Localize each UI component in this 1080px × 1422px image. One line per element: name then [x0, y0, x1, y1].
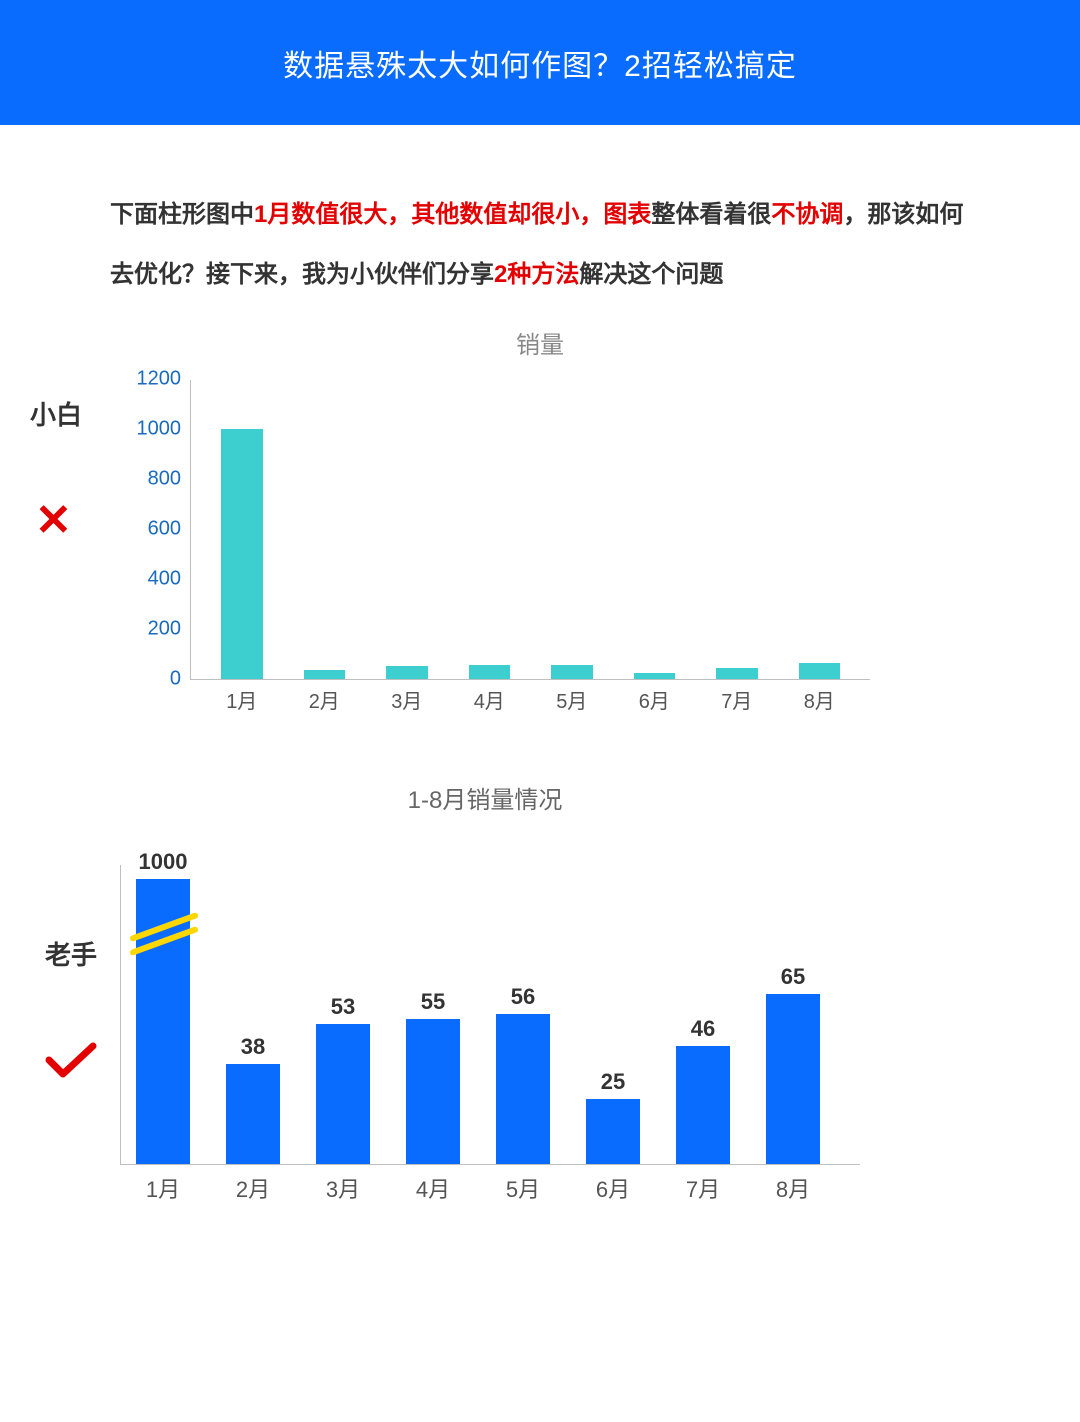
- chart1-container: 1月2月3月4月5月6月7月8月 020040060080010001200: [130, 380, 970, 680]
- chart1-xlabel: 6月: [634, 685, 676, 714]
- chart2-bar-column: 1000: [136, 879, 190, 1164]
- chart1-section: 销量 小白 ✕ 1月2月3月4月5月6月7月8月 020040060080010…: [110, 325, 970, 680]
- novice-label: 小白: [30, 395, 82, 432]
- intro-highlight: 1月数值很大，其他数值却很小，图表: [254, 201, 651, 228]
- chart2-title: 1-8月销量情况: [0, 780, 970, 815]
- chart1-bar: [634, 673, 676, 679]
- intro-highlight: 不协调: [771, 201, 843, 228]
- chart2-bar-value-label: 38: [241, 1034, 265, 1060]
- chart1-xlabel: 3月: [386, 685, 428, 714]
- chart1-ytick: 600: [126, 518, 181, 541]
- chart2-plot: 100038535556254665 1月2月3月4月5月6月7月8月: [120, 865, 860, 1165]
- chart2-xlabel: 3月: [316, 1172, 370, 1204]
- chart2-bar-column: 55: [406, 1019, 460, 1164]
- check-mark-icon: [45, 1040, 97, 1085]
- chart1-ytick: 200: [126, 618, 181, 641]
- chart2-section: 1-8月销量情况 老手 100038535556254665 1月2月3月4月5…: [100, 780, 970, 1165]
- chart2-bar: [496, 1014, 550, 1164]
- intro-text-run: 解决这个问题: [579, 261, 723, 288]
- chart2-xlabel: 7月: [676, 1172, 730, 1204]
- chart1-xlabel: 8月: [799, 685, 841, 714]
- chart1-xlabel: 5月: [551, 685, 593, 714]
- x-mark-icon: ✕: [35, 495, 72, 546]
- content-area: 下面柱形图中1月数值很大，其他数值却很小，图表整体看着很不协调，那该如何去优化？…: [0, 125, 1080, 1205]
- chart1-ytick: 1000: [126, 418, 181, 441]
- chart2-xlabels: 1月 2月 3月 4月 5月 6月 7月 8月: [121, 1172, 860, 1204]
- chart1-bar: [304, 670, 346, 680]
- header-title: 数据悬殊太大如何作图？2招轻松搞定: [283, 41, 797, 85]
- chart2-bar: [316, 1024, 370, 1164]
- chart2-bar-value-label: 46: [691, 1016, 715, 1042]
- intro-highlight: 2种方法: [494, 261, 579, 288]
- chart2-bar-column: 38: [226, 1064, 280, 1164]
- chart2-bar: [136, 879, 190, 1164]
- header-banner: 数据悬殊太大如何作图？2招轻松搞定: [0, 0, 1080, 125]
- chart1-xlabel: 2月: [304, 685, 346, 714]
- chart1-ytick: 800: [126, 468, 181, 491]
- chart2-bar-value-label: 55: [421, 989, 445, 1015]
- chart1-xlabels: 1月 2月 3月 4月 5月 6月 7月 8月: [191, 685, 870, 714]
- chart1-ytick: 1200: [126, 368, 181, 391]
- chart2-xlabel: 5月: [496, 1172, 550, 1204]
- chart1-bar: [221, 429, 263, 679]
- chart2-bar: [406, 1019, 460, 1164]
- chart2-xlabel: 2月: [226, 1172, 280, 1204]
- chart2-bar-value-label: 25: [601, 1069, 625, 1095]
- chart1-bar: [716, 668, 758, 680]
- chart2-xlabel: 4月: [406, 1172, 460, 1204]
- chart2-bar-column: 56: [496, 1014, 550, 1164]
- chart1-xlabel: 7月: [716, 685, 758, 714]
- chart1-title: 销量: [110, 325, 970, 360]
- chart2-bar: [226, 1064, 280, 1164]
- chart2-bar-column: 46: [676, 1046, 730, 1164]
- chart1-bars: [191, 380, 870, 679]
- chart2-bar-value-label: 56: [511, 984, 535, 1010]
- expert-label: 老手: [45, 935, 97, 972]
- chart1-plot: 1月2月3月4月5月6月7月8月 020040060080010001200: [190, 380, 870, 680]
- chart1-bar: [551, 665, 593, 679]
- chart1-bar: [799, 663, 841, 679]
- chart2-bars: 100038535556254665: [121, 865, 860, 1164]
- chart1-bar: [386, 666, 428, 679]
- chart2-xlabel: 1月: [136, 1172, 190, 1204]
- chart2-bar-value-label: 65: [781, 964, 805, 990]
- intro-paragraph: 下面柱形图中1月数值很大，其他数值却很小，图表整体看着很不协调，那该如何去优化？…: [110, 185, 970, 305]
- chart2-bar-column: 25: [586, 1099, 640, 1164]
- chart1-ytick: 0: [126, 668, 181, 691]
- chart2-xlabel: 8月: [766, 1172, 820, 1204]
- chart2-bar-value-label: 53: [331, 994, 355, 1020]
- chart2-bar: [766, 994, 820, 1164]
- chart2-bar: [586, 1099, 640, 1164]
- intro-text-run: 下面柱形图中: [110, 201, 254, 228]
- chart2-bar-column: 65: [766, 994, 820, 1164]
- chart2-bar-value-label: 1000: [139, 849, 188, 875]
- chart2-bar: [676, 1046, 730, 1164]
- chart1-bar: [469, 665, 511, 679]
- chart2-xlabel: 6月: [586, 1172, 640, 1204]
- chart1-ytick: 400: [126, 568, 181, 591]
- chart1-xlabel: 1月: [221, 685, 263, 714]
- intro-text-run: 整体看着很: [651, 201, 771, 228]
- chart2-bar-column: 53: [316, 1024, 370, 1164]
- chart1-xlabel: 4月: [469, 685, 511, 714]
